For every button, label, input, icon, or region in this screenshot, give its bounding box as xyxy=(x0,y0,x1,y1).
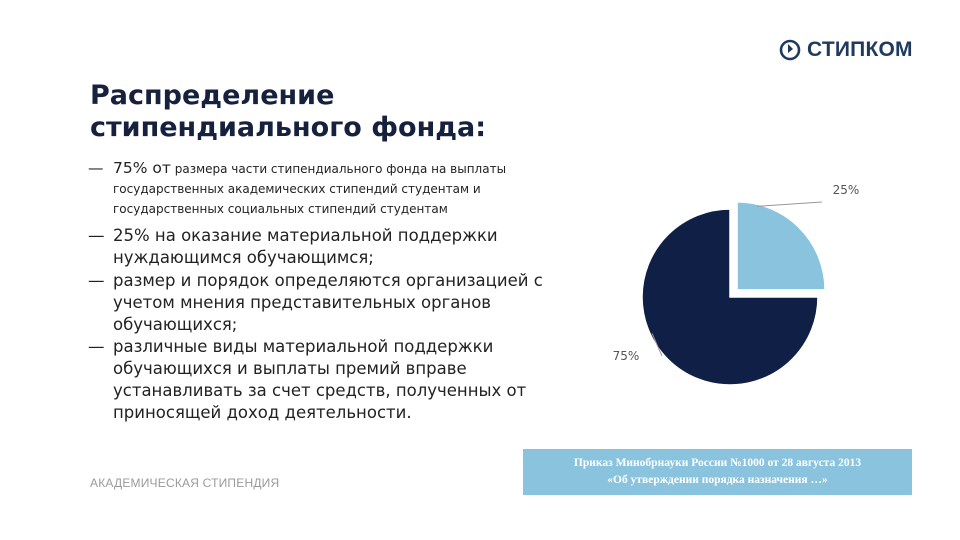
logo-text: СТИПКОМ xyxy=(807,38,913,61)
slide-title: Распределение стипендиального фонда: xyxy=(90,80,487,143)
bullet-item: — 75% от размера части стипендиального ф… xyxy=(88,158,578,219)
bullet-lead: 75% от xyxy=(113,159,171,177)
order-reference-line2: «Об утверждении порядка назначения …» xyxy=(607,474,828,486)
pie-slice-label: 25% xyxy=(833,183,860,197)
bullet-text: размер и порядок определяются организаци… xyxy=(113,271,543,334)
bullet-item: — различные виды материальной поддержки … xyxy=(88,336,578,424)
pie-leader-line xyxy=(651,333,663,357)
pie-leader-line xyxy=(757,201,823,207)
pie-slice-label: 75% xyxy=(613,349,640,363)
bullet-dash: — xyxy=(88,159,104,177)
order-reference-line1: Приказ Минобрнауки России №1000 от 28 ав… xyxy=(573,457,862,469)
pie-slice xyxy=(641,208,819,386)
stipkom-logo-icon xyxy=(779,39,801,61)
bullet-item: — 25% на оказание материальной поддержки… xyxy=(88,225,578,269)
order-reference-box: Приказ Минобрнауки России №1000 от 28 ав… xyxy=(523,449,912,495)
bullet-text: размера части стипендиального фонда на в… xyxy=(113,162,507,216)
bullet-dash: — xyxy=(88,226,105,245)
pie-slice xyxy=(736,201,826,291)
pie-chart: 25% 75% xyxy=(613,183,860,386)
bullet-dash: — xyxy=(88,271,105,290)
bullet-text: 25% на оказание материальной поддержки н… xyxy=(113,226,498,267)
bullet-item: — размер и порядок определяются организа… xyxy=(88,270,578,336)
bullet-text: различные виды материальной поддержки об… xyxy=(113,337,527,422)
bullet-dash: — xyxy=(88,337,105,356)
bullet-list: — 75% от размера части стипендиального ф… xyxy=(88,158,578,424)
logo: СТИПКОМ xyxy=(779,38,913,62)
footer-section-label: АКАДЕМИЧЕСКАЯ СТИПЕНДИЯ xyxy=(90,476,280,490)
